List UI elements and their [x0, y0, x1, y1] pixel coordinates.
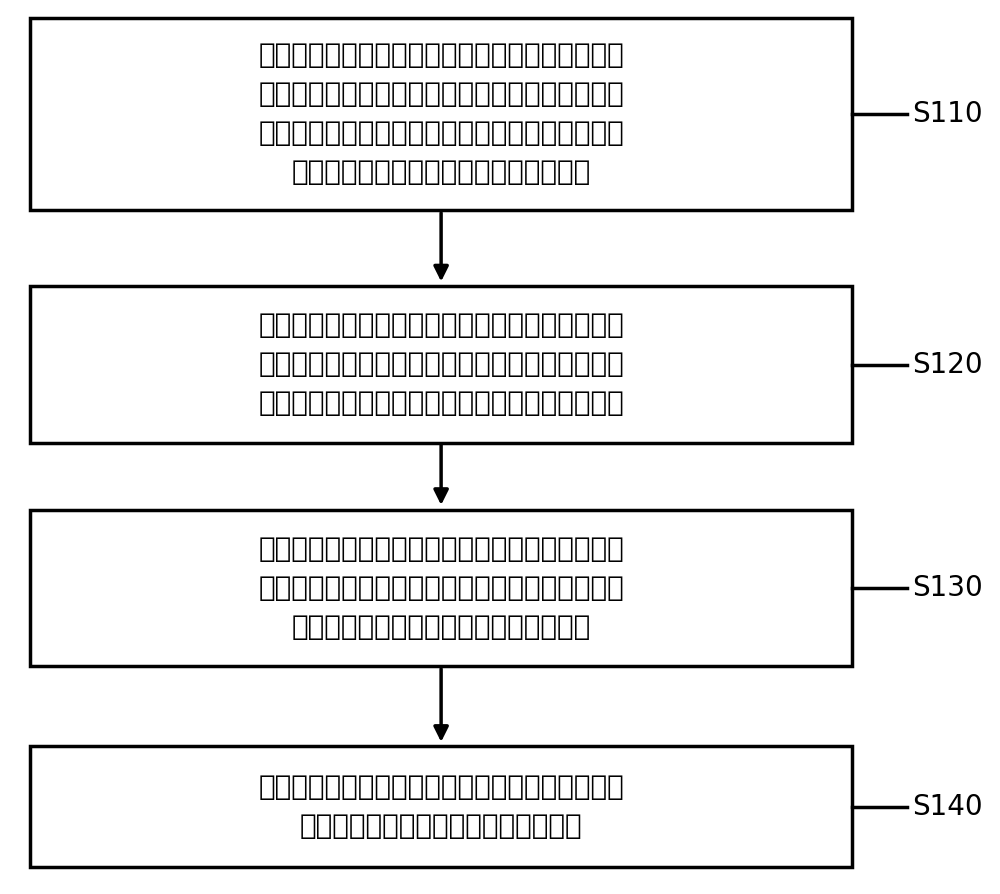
Text: S130: S130	[912, 574, 983, 603]
Text: S140: S140	[912, 793, 983, 822]
Text: 分别接收电池输出电压信号和温度信号；所述电池
输出电压信号用于描述电动车上的电池所输出的电
压；所述温度信号用于描述控制模块的温度；所述
控制模块用于控制电动车: 分别接收电池输出电压信号和温度信号；所述电池 输出电压信号用于描述电动车上的电池…	[258, 41, 624, 187]
Text: 基于电压限功率关系确定对应于所述电池输出电压
信号的第一限制电流；所述电压限功率关系用于在
结合电池剩余电量的基础上限定电压和电流的关系: 基于电压限功率关系确定对应于所述电池输出电压 信号的第一限制电流；所述电压限功率…	[258, 311, 624, 417]
Text: 通过温度限功率关系获取对应于所述温度信号的第
二限制电流；所述温度限功率关系用于在限制控制
模块温度的基础上描述温度与电流的关系: 通过温度限功率关系获取对应于所述温度信号的第 二限制电流；所述温度限功率关系用于…	[258, 535, 624, 641]
Text: 根据所述第一限制电流和第二限制电流调整控制模
块的输出电流以控制电动车的运行功率: 根据所述第一限制电流和第二限制电流调整控制模 块的输出电流以控制电动车的运行功率	[258, 773, 624, 840]
FancyBboxPatch shape	[30, 746, 852, 867]
FancyBboxPatch shape	[30, 18, 852, 210]
Text: S120: S120	[912, 350, 983, 379]
Text: S110: S110	[912, 100, 983, 129]
FancyBboxPatch shape	[30, 286, 852, 443]
FancyBboxPatch shape	[30, 510, 852, 666]
